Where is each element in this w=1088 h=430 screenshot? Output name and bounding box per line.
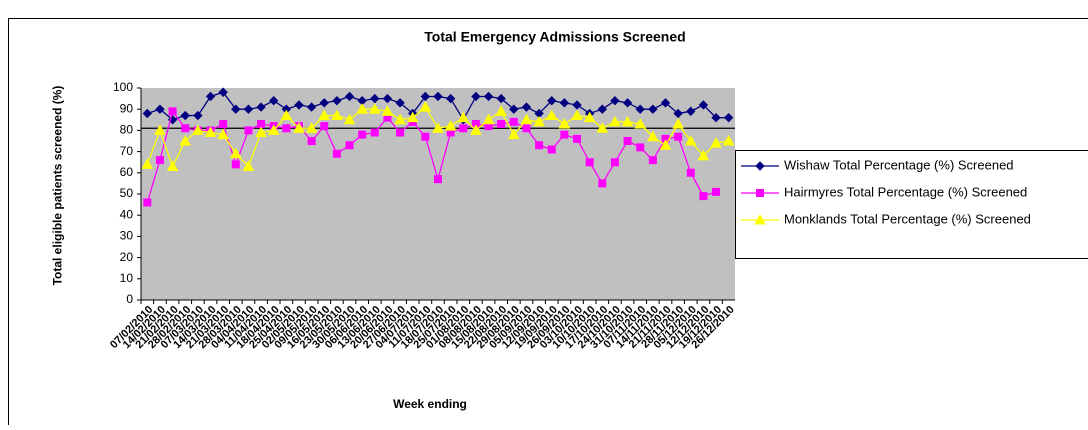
marker	[245, 127, 252, 134]
marker	[333, 150, 340, 157]
marker	[397, 129, 404, 136]
y-tick-label: 20	[120, 250, 134, 264]
marker	[574, 135, 581, 142]
marker	[156, 157, 163, 164]
marker	[220, 121, 227, 128]
marker	[548, 146, 555, 153]
y-tick-label: 50	[120, 186, 134, 200]
marker	[422, 133, 429, 140]
marker	[599, 180, 606, 187]
y-tick-label: 40	[120, 207, 134, 221]
marker	[687, 169, 694, 176]
marker	[144, 199, 151, 206]
marker	[308, 138, 315, 145]
y-tick-label: 100	[113, 80, 133, 94]
marker	[435, 176, 442, 183]
y-tick-label: 60	[120, 165, 134, 179]
marker	[586, 159, 593, 166]
chart-title: Total Emergency Admissions Screened	[424, 29, 685, 45]
marker	[561, 131, 568, 138]
marker	[624, 138, 631, 145]
y-tick-label: 70	[120, 144, 134, 158]
marker	[523, 125, 530, 132]
marker	[346, 142, 353, 149]
marker	[283, 125, 290, 132]
y-tick-label: 30	[120, 229, 134, 243]
marker	[611, 159, 618, 166]
marker	[182, 125, 189, 132]
marker	[675, 133, 682, 140]
marker	[371, 129, 378, 136]
marker	[498, 121, 505, 128]
marker	[700, 193, 707, 200]
marker	[258, 121, 265, 128]
marker	[536, 142, 543, 149]
legend-label: Wishaw Total Percentage (%) Screened	[784, 157, 1014, 172]
marker	[321, 123, 328, 130]
legend-marker	[757, 190, 764, 197]
marker	[232, 161, 239, 168]
y-tick-label: 80	[120, 123, 134, 137]
y-tick-label: 90	[120, 101, 134, 115]
plot-area	[141, 88, 735, 300]
x-axis-label: Week ending	[393, 397, 467, 411]
marker	[637, 144, 644, 151]
y-tick-label: 0	[126, 292, 133, 306]
marker	[169, 108, 176, 115]
legend-label: Hairmyres Total Percentage (%) Screened	[784, 184, 1027, 199]
legend-label: Monklands Total Percentage (%) Screened	[784, 211, 1031, 226]
marker	[460, 125, 467, 132]
marker	[713, 188, 720, 195]
marker	[359, 131, 366, 138]
marker	[510, 118, 517, 125]
marker	[649, 157, 656, 164]
y-axis-label: Total eligible patients screened (%)	[51, 66, 66, 306]
y-tick-label: 10	[120, 271, 134, 285]
